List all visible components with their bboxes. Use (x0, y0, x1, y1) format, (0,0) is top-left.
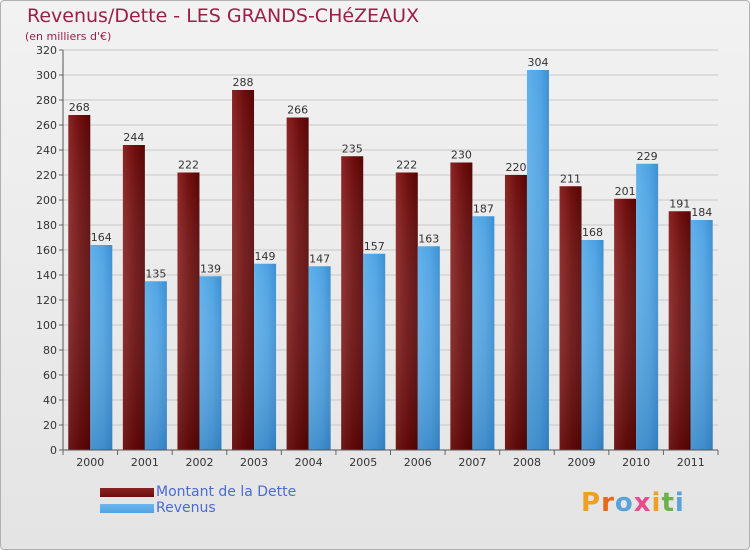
y-tick-label: 20 (43, 419, 57, 432)
bar-shade-dette (286, 117, 309, 450)
data-label-dette: 268 (69, 101, 90, 114)
data-label-dette: 201 (615, 185, 636, 198)
data-label-revenus: 139 (200, 262, 221, 275)
data-label-revenus: 168 (582, 226, 603, 239)
data-label-dette: 244 (123, 131, 144, 144)
legend-label-revenus: Revenus (156, 500, 216, 516)
chart-title: Revenus/Dette - LES GRANDS-CHéZEAUX (27, 5, 419, 27)
y-tick-label: 200 (36, 194, 57, 207)
y-tick-label: 220 (36, 169, 57, 182)
data-label-dette: 222 (396, 159, 417, 172)
data-label-dette: 220 (505, 161, 526, 174)
bar-shade-revenus (363, 253, 386, 450)
x-tick-label: 2009 (568, 456, 596, 469)
chart-legend: Montant de la Dette Revenus (100, 484, 296, 516)
y-tick-label: 160 (36, 244, 57, 257)
data-label-revenus: 149 (255, 250, 276, 263)
data-label-revenus: 147 (309, 252, 330, 265)
bar-shade-dette (450, 162, 473, 450)
proxiti-logo: Proxiti (581, 488, 685, 518)
legend-label-dette: Montant de la Dette (156, 484, 297, 500)
y-tick-label: 120 (36, 294, 57, 307)
y-tick-label: 260 (36, 119, 57, 132)
bar-shade-dette (559, 186, 582, 450)
data-label-revenus: 304 (527, 56, 548, 69)
bar-shade-revenus (90, 245, 113, 450)
bar-shade-revenus (636, 163, 659, 450)
data-label-revenus: 184 (691, 206, 712, 219)
x-tick-label: 2008 (513, 456, 541, 469)
legend-item-revenus: Revenus (100, 500, 296, 516)
y-tick-label: 40 (43, 394, 57, 407)
y-tick-label: 180 (36, 219, 57, 232)
bar-shade-dette (232, 90, 255, 450)
legend-swatch-revenus (100, 503, 154, 513)
y-tick-label: 140 (36, 269, 57, 282)
x-tick-label: 2002 (185, 456, 213, 469)
data-label-dette: 235 (342, 142, 363, 155)
data-label-revenus: 164 (91, 231, 112, 244)
bar-shade-dette (68, 115, 91, 450)
y-tick-label: 100 (36, 319, 57, 332)
x-tick-label: 2001 (131, 456, 159, 469)
x-tick-label: 2010 (622, 456, 650, 469)
bar-shade-dette (177, 172, 200, 450)
bar-shade-revenus (581, 240, 604, 450)
bar-shade-revenus (690, 220, 713, 450)
data-label-dette: 266 (287, 104, 308, 117)
x-tick-label: 2005 (349, 456, 377, 469)
data-label-revenus: 229 (637, 150, 658, 163)
data-label-dette: 211 (560, 172, 581, 185)
x-tick-label: 2011 (677, 456, 705, 469)
data-label-revenus: 187 (473, 202, 494, 215)
bar-shade-dette (504, 175, 527, 450)
x-tick-label: 2000 (76, 456, 104, 469)
data-label-revenus: 135 (145, 267, 166, 280)
bar-shade-revenus (199, 276, 222, 450)
x-tick-label: 2006 (404, 456, 432, 469)
data-label-dette: 230 (451, 149, 472, 162)
y-tick-label: 300 (36, 69, 57, 82)
y-tick-label: 80 (43, 344, 57, 357)
x-tick-label: 2004 (295, 456, 323, 469)
chart-subtitle: (en milliers d'€) (25, 30, 112, 43)
y-tick-label: 0 (50, 444, 57, 457)
bar-shade-dette (614, 198, 637, 450)
bar-shade-dette (395, 172, 418, 450)
data-label-revenus: 157 (364, 240, 385, 253)
x-tick-label: 2003 (240, 456, 268, 469)
bar-shade-revenus (254, 263, 277, 450)
bar-shade-revenus (144, 281, 167, 450)
y-tick-label: 240 (36, 144, 57, 157)
legend-swatch-dette (100, 487, 154, 497)
legend-item-dette: Montant de la Dette (100, 484, 296, 500)
bar-shade-dette (668, 211, 691, 450)
bar-shade-revenus (417, 246, 440, 450)
bar-shade-dette (341, 156, 364, 450)
bar-shade-revenus (526, 70, 549, 450)
bar-shade-revenus (472, 216, 495, 450)
x-tick-label: 2007 (458, 456, 486, 469)
bar-shade-revenus (308, 266, 331, 450)
data-label-dette: 191 (669, 197, 690, 210)
data-label-dette: 288 (233, 76, 254, 89)
bar-shade-dette (122, 145, 145, 450)
y-tick-label: 60 (43, 369, 57, 382)
y-tick-label: 320 (36, 44, 57, 57)
data-label-dette: 222 (178, 159, 199, 172)
data-label-revenus: 163 (418, 232, 439, 245)
y-tick-label: 280 (36, 94, 57, 107)
